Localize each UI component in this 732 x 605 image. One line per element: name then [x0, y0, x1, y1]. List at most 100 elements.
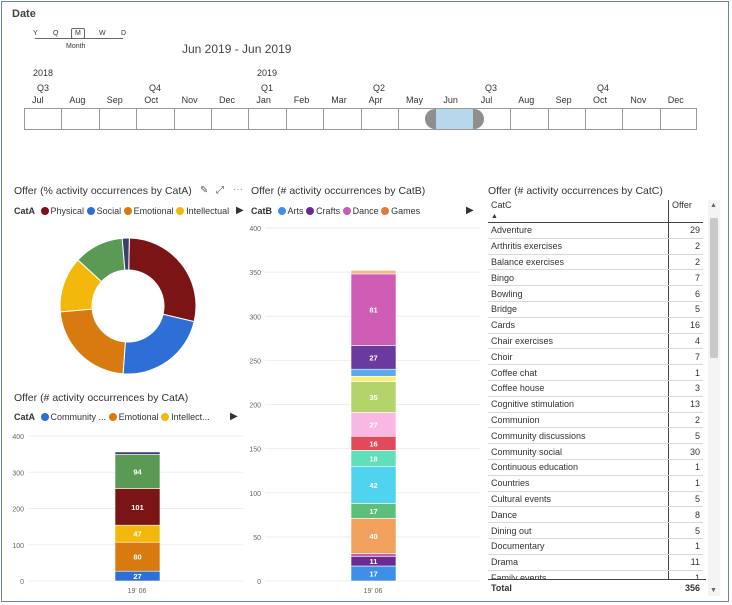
- timeline-cell[interactable]: [585, 108, 623, 130]
- timeline-cell[interactable]: [61, 108, 99, 130]
- month-label: Jul: [480, 95, 493, 105]
- timeline-cell[interactable]: [285, 108, 324, 130]
- table-row[interactable]: Countries 1: [488, 475, 703, 492]
- catA-bar-legend: CatA Community ... Emotional Intellect..…: [14, 412, 210, 422]
- tick-label: 150: [249, 447, 261, 454]
- timeline-cell[interactable]: [173, 108, 211, 130]
- table-row[interactable]: Coffee house 3: [488, 380, 703, 397]
- table-row[interactable]: Choir 7: [488, 348, 703, 366]
- expand-icon[interactable]: ⤢: [216, 185, 224, 196]
- timeline-cell[interactable]: [360, 108, 398, 130]
- pin-icon[interactable]: ✎: [200, 185, 209, 196]
- level-m[interactable]: M: [71, 28, 85, 39]
- month-label: Apr: [368, 95, 383, 105]
- tick-label: 200: [249, 403, 261, 410]
- table-row[interactable]: Community discussions 5: [488, 427, 703, 445]
- legend-next-icon[interactable]: ▶: [230, 411, 238, 422]
- tick-label: 300: [249, 314, 261, 321]
- catB-bar-chart[interactable]: 0 50 100 150 200 250 300 350 400 17 11 40 17 42 18 16 27…: [245, 220, 480, 600]
- table-row[interactable]: Adventure 29: [488, 222, 703, 239]
- timeline-cell[interactable]: [510, 108, 548, 130]
- table-row[interactable]: Communion 2: [488, 412, 703, 429]
- table-row[interactable]: Continuous education 1: [488, 459, 703, 476]
- table-row[interactable]: Community social 30: [488, 443, 703, 460]
- timeline-cell[interactable]: [248, 108, 286, 130]
- timeline-cell[interactable]: [98, 108, 137, 130]
- donut-chart[interactable]: [58, 236, 198, 376]
- table-row[interactable]: Dining out 5: [488, 522, 703, 539]
- range-label: Jun 2019 - Jun 2019: [182, 42, 292, 56]
- timeline-cell[interactable]: [211, 108, 249, 130]
- data-label: 11: [370, 557, 378, 566]
- bar-segment: [350, 465, 397, 504]
- timeline-cell[interactable]: [24, 108, 62, 130]
- table-row[interactable]: Balance exercises 2: [488, 254, 703, 271]
- timeline-cell[interactable]: [323, 108, 361, 130]
- table-row[interactable]: Cards 16: [488, 317, 703, 334]
- timeline-cell[interactable]: [398, 108, 436, 130]
- level-active-label: Month: [66, 43, 86, 50]
- cell-catc: Cards: [488, 317, 669, 334]
- col-header-catc[interactable]: CatC ▲: [488, 200, 669, 223]
- scroll-thumb[interactable]: [710, 218, 718, 358]
- table-row[interactable]: Coffee chat 1: [488, 364, 703, 381]
- legend-dot: [277, 207, 286, 215]
- table-total-row: Total 356: [488, 579, 706, 597]
- data-label: 101: [131, 503, 144, 512]
- table-row[interactable]: Chair exercises 4: [488, 333, 703, 350]
- cell-offer: 5: [668, 301, 703, 318]
- cell-offer: 11: [668, 554, 703, 571]
- table-row[interactable]: Drama 11: [488, 554, 703, 571]
- legend-next-icon[interactable]: ▶: [236, 205, 244, 216]
- timeline-cell[interactable]: [659, 108, 698, 130]
- table-scrollbar[interactable]: ▲ ▼: [708, 200, 720, 596]
- timeline-cell[interactable]: [136, 108, 174, 130]
- table-row[interactable]: Cultural events 5: [488, 491, 703, 508]
- data-label: 16: [369, 439, 377, 448]
- table-row[interactable]: Bridge 5: [488, 301, 703, 318]
- month-label: Dec: [219, 95, 236, 105]
- data-label: 42: [369, 481, 377, 490]
- level-w[interactable]: W: [99, 30, 106, 37]
- scroll-up-icon[interactable]: ▲: [710, 202, 717, 209]
- data-label: 81: [369, 306, 377, 315]
- selected-range[interactable]: [435, 109, 473, 129]
- table-row[interactable]: Dance 8: [488, 506, 703, 524]
- table-row[interactable]: Documentary 1: [488, 538, 703, 555]
- legend-dot: [86, 207, 95, 215]
- scroll-down-icon[interactable]: ▼: [710, 587, 717, 594]
- cell-offer: 2: [668, 254, 703, 271]
- cell-catc: Dining out: [488, 522, 669, 539]
- legend-arts: Arts: [287, 206, 304, 216]
- more-options-icon[interactable]: ···: [233, 184, 243, 195]
- level-q[interactable]: Q: [53, 30, 59, 37]
- table-row[interactable]: Bowling 6: [488, 285, 703, 302]
- range-start-handle[interactable]: [425, 109, 437, 129]
- catC-table: CatC ▲ Offer Adventure 29 Arthritis exercis…: [488, 200, 703, 596]
- timeline-cell[interactable]: [622, 108, 660, 130]
- month-label: Aug: [518, 95, 535, 105]
- col-header-offer[interactable]: Offer: [668, 200, 703, 223]
- catC-table-container[interactable]: CatC ▲ Offer Adventure 29 Arthritis exercis…: [488, 200, 706, 596]
- legend-next-icon[interactable]: ▶: [466, 205, 474, 216]
- table-row[interactable]: Cognitive stimulation 13: [488, 396, 703, 413]
- data-label: 17: [369, 569, 377, 578]
- table-row[interactable]: Arthritis exercises 2: [488, 238, 703, 255]
- level-y[interactable]: Y: [33, 30, 38, 37]
- cell-catc: Arthritis exercises: [488, 238, 669, 255]
- cell-catc: Coffee chat: [488, 364, 669, 381]
- legend-label: CatA: [14, 206, 36, 216]
- range-end-handle[interactable]: [472, 109, 484, 129]
- timeline-cell[interactable]: [547, 108, 585, 130]
- sort-asc-icon[interactable]: ▲: [491, 213, 498, 220]
- level-d[interactable]: D: [121, 30, 127, 37]
- cell-offer: 29: [668, 222, 703, 239]
- cell-catc: Communion: [488, 412, 669, 429]
- quarter-label: Q1: [261, 83, 274, 93]
- bar-segment: [350, 553, 397, 557]
- cell-catc: Coffee house: [488, 380, 669, 397]
- table-row[interactable]: Bingo 7: [488, 269, 703, 287]
- legend-dot: [123, 207, 132, 215]
- catA-bar-chart[interactable]: 0 100 200 300 400 27 80 47 101 94 19' 06: [10, 428, 245, 600]
- total-label: Total: [491, 583, 512, 593]
